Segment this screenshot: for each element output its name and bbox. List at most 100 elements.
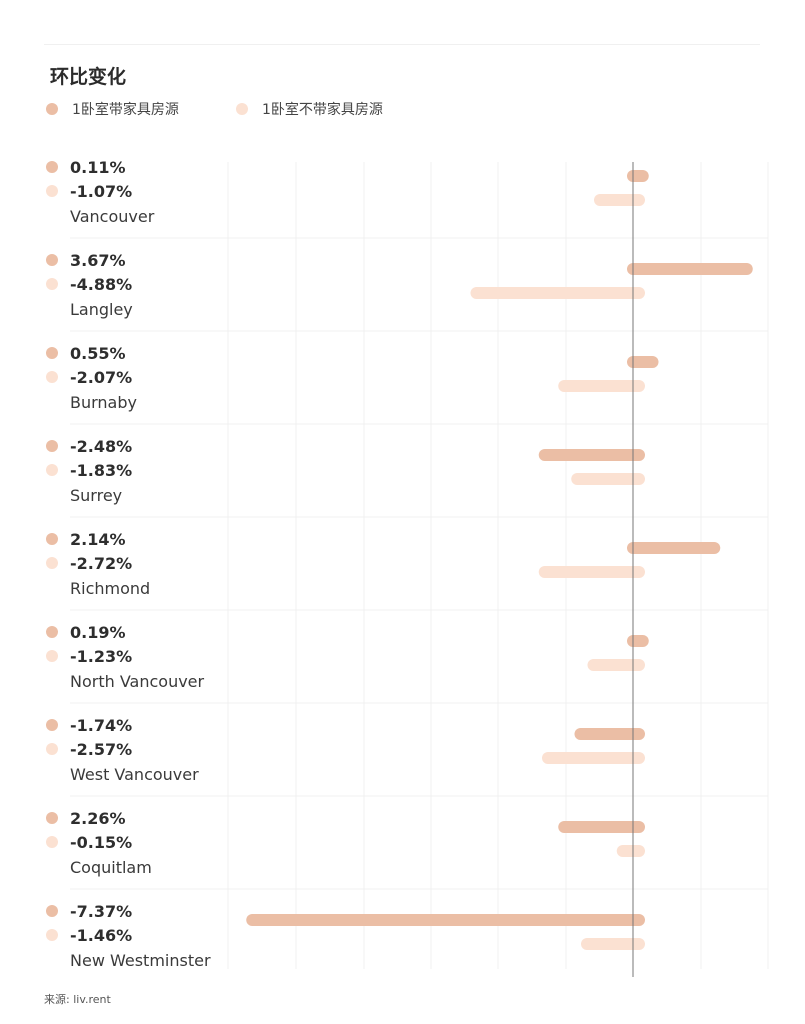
bar-unfurnished [587, 659, 645, 671]
bar-unfurnished [558, 380, 645, 392]
data-label: -4.88% [70, 274, 133, 294]
bar-furnished [627, 170, 649, 182]
series-dot [46, 557, 58, 569]
value-line: 2.26% [46, 806, 152, 830]
data-label: -1.74% [70, 715, 133, 735]
value-line: -4.88% [46, 272, 133, 296]
value-line: -2.57% [46, 737, 199, 761]
row-label-richmond: 2.14% -2.72% Richmond [46, 527, 150, 598]
category-label: Burnaby [70, 393, 137, 412]
data-label: 2.14% [70, 529, 126, 549]
value-line: -2.07% [46, 365, 137, 389]
bar-unfurnished [538, 566, 645, 578]
top-divider [44, 44, 760, 45]
series-dot [46, 929, 58, 941]
legend-item-unfurnished: 1卧室不带家具房源 [236, 99, 426, 119]
series-dot [46, 719, 58, 731]
value-line: -2.48% [46, 434, 132, 458]
value-line: -2.72% [46, 551, 150, 575]
value-line: -1.74% [46, 713, 199, 737]
bar-furnished [627, 263, 753, 275]
category-label: Langley [70, 300, 133, 319]
series-dot [46, 185, 58, 197]
series-dot [46, 626, 58, 638]
bar-furnished [627, 356, 659, 368]
bar-furnished [538, 449, 645, 461]
data-label: -0.15% [70, 832, 133, 852]
bar-furnished [574, 728, 645, 740]
category-label: North Vancouver [70, 672, 205, 691]
source-note: 来源: liv.rent [44, 993, 111, 1006]
bar-unfurnished [470, 287, 645, 299]
data-label: -1.07% [70, 181, 133, 201]
value-line: 3.67% [46, 248, 133, 272]
bar-unfurnished [581, 938, 645, 950]
data-label: 2.26% [70, 808, 126, 828]
bar-furnished [246, 914, 645, 926]
legend-dot-furnished [46, 103, 58, 115]
category-label: Surrey [70, 486, 123, 505]
value-line: -1.23% [46, 644, 204, 668]
category-label: Richmond [70, 579, 151, 598]
chart-title: 环比变化 [50, 66, 127, 88]
series-dot [46, 836, 58, 848]
data-label: -2.07% [70, 367, 133, 387]
value-line: -1.83% [46, 458, 132, 482]
data-label: -1.23% [70, 646, 133, 666]
data-label: 3.67% [70, 250, 126, 270]
data-label: -2.72% [70, 553, 133, 573]
series-dot [46, 905, 58, 917]
value-line: -0.15% [46, 830, 152, 854]
bar-unfurnished [616, 845, 645, 857]
bar-unfurnished [542, 752, 645, 764]
legend: 1卧室带家具房源 1卧室不带家具房源 [46, 99, 426, 119]
category-label: Vancouver [70, 207, 155, 226]
row-label-vancouver: 0.11% -1.07% Vancouver [46, 155, 154, 226]
row-label-langley: 3.67% -4.88% Langley [46, 248, 133, 319]
category-label: Coquitlam [70, 858, 152, 877]
bar-unfurnished [594, 194, 645, 206]
data-label: -7.37% [70, 901, 133, 921]
series-dot [46, 743, 58, 755]
legend-item-furnished: 1卧室带家具房源 [46, 99, 236, 119]
series-dot [46, 533, 58, 545]
series-dot [46, 371, 58, 383]
data-label: -1.46% [70, 925, 133, 945]
value-line: 0.55% [46, 341, 137, 365]
row-label-new-westminster: -7.37% -1.46% New Westminster [46, 899, 211, 970]
bar-furnished [627, 635, 649, 647]
value-line: -1.46% [46, 923, 211, 947]
data-label: -1.83% [70, 460, 133, 480]
category-label: West Vancouver [70, 765, 199, 784]
series-dot [46, 464, 58, 476]
value-line: 0.11% [46, 155, 154, 179]
bar-furnished [558, 821, 645, 833]
series-dot [46, 278, 58, 290]
value-line: -1.07% [46, 179, 154, 203]
series-dot [46, 254, 58, 266]
row-label-west-vancouver: -1.74% -2.57% West Vancouver [46, 713, 199, 784]
legend-label-unfurnished: 1卧室不带家具房源 [262, 102, 383, 118]
legend-dot-unfurnished [236, 103, 248, 115]
series-dot [46, 812, 58, 824]
row-label-coquitlam: 2.26% -0.15% Coquitlam [46, 806, 152, 877]
value-line: 2.14% [46, 527, 150, 551]
bar-furnished [627, 542, 721, 554]
value-line: -7.37% [46, 899, 211, 923]
series-dot [46, 440, 58, 452]
row-label-burnaby: 0.55% -2.07% Burnaby [46, 341, 137, 412]
bar-unfurnished [571, 473, 645, 485]
series-dot [46, 161, 58, 173]
legend-label-furnished: 1卧室带家具房源 [72, 102, 179, 118]
data-label: 0.19% [70, 622, 126, 642]
category-label: New Westminster [70, 951, 211, 970]
row-label-north-vancouver: 0.19% -1.23% North Vancouver [46, 620, 204, 691]
data-label: 0.11% [70, 157, 126, 177]
series-dot [46, 650, 58, 662]
data-label: -2.48% [70, 436, 133, 456]
data-label: -2.57% [70, 739, 133, 759]
series-dot [46, 347, 58, 359]
data-label: 0.55% [70, 343, 126, 363]
value-line: 0.19% [46, 620, 204, 644]
